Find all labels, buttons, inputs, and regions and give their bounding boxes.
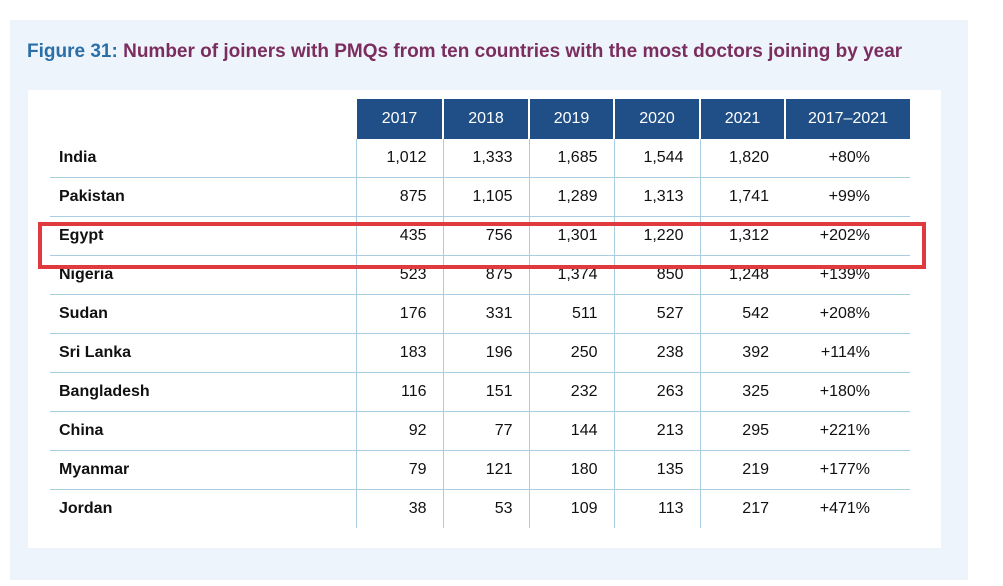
country-cell: Myanmar bbox=[50, 450, 356, 490]
value-cell-2019: 511 bbox=[528, 294, 614, 334]
value-cell-2017: 116 bbox=[355, 372, 443, 412]
header-2019: 2019 bbox=[528, 99, 614, 139]
value-cell-2017: 523 bbox=[355, 255, 443, 295]
header-2021: 2021 bbox=[699, 99, 785, 139]
value-cell-2021: 542 bbox=[699, 294, 785, 334]
value-cell-2020: 1,313 bbox=[613, 177, 700, 217]
figure-title: Figure 31: Number of joiners with PMQs f… bbox=[27, 41, 902, 63]
value-cell-2019: 144 bbox=[528, 411, 614, 451]
value-cell-2018: 77 bbox=[442, 411, 529, 451]
table-row: Bangladesh 116 151 232 263 325 +180% bbox=[50, 372, 910, 412]
value-cell-2021: 219 bbox=[699, 450, 785, 490]
value-cell-2019: 109 bbox=[528, 489, 614, 528]
change-cell: +139% bbox=[785, 255, 910, 295]
value-cell-2020: 238 bbox=[613, 333, 700, 373]
table-row: Myanmar 79 121 180 135 219 +177% bbox=[50, 450, 910, 490]
change-cell: +177% bbox=[785, 450, 910, 490]
figure-title-text: Number of joiners with PMQs from ten cou… bbox=[123, 41, 903, 62]
value-cell-2021: 1,820 bbox=[699, 139, 785, 178]
value-cell-2017: 875 bbox=[355, 177, 443, 217]
joiners-table: 2017 2018 2019 2020 2021 2017–2021 India… bbox=[50, 99, 910, 528]
value-cell-2021: 325 bbox=[699, 372, 785, 412]
value-cell-2018: 331 bbox=[442, 294, 529, 334]
table-row: Sri Lanka 183 196 250 238 392 +114% bbox=[50, 333, 910, 373]
value-cell-2020: 213 bbox=[613, 411, 700, 451]
value-cell-2020: 1,544 bbox=[613, 139, 700, 178]
value-cell-2017: 435 bbox=[355, 216, 443, 256]
change-cell: +471% bbox=[819, 500, 870, 517]
value-cell-2019: 250 bbox=[528, 333, 614, 373]
table-row: India 1,012 1,333 1,685 1,544 1,820 +80% bbox=[50, 139, 910, 178]
header-2018: 2018 bbox=[442, 99, 529, 139]
table-row: Pakistan 875 1,105 1,289 1,313 1,741 +99% bbox=[50, 177, 910, 217]
table-row: Jordan 38 53 109 113 217 +471% bbox=[50, 489, 910, 528]
header-2020: 2020 bbox=[613, 99, 700, 139]
value-cell-2020: 850 bbox=[613, 255, 700, 295]
value-cell-2019: 180 bbox=[528, 450, 614, 490]
country-cell: Sri Lanka bbox=[50, 333, 356, 373]
value-cell-2018: 756 bbox=[442, 216, 529, 256]
value-cell-2019: 1,685 bbox=[528, 139, 614, 178]
table-body: India 1,012 1,333 1,685 1,544 1,820 +80% Pakist… bbox=[50, 139, 910, 528]
value-cell-2017: 79 bbox=[355, 450, 443, 490]
change-cell: +208% bbox=[785, 294, 910, 334]
value-cell-2018: 53 bbox=[442, 489, 529, 528]
value-cell-2021: 392 bbox=[699, 333, 785, 373]
value-cell-2020: 113 bbox=[613, 489, 700, 528]
value-cell-2018: 196 bbox=[442, 333, 529, 373]
change-cell: +221% bbox=[785, 411, 910, 451]
figure-label: Figure 31: bbox=[27, 41, 118, 62]
change-cell: +99% bbox=[785, 177, 910, 217]
value-cell-2020: 527 bbox=[613, 294, 700, 334]
country-cell: Pakistan bbox=[50, 177, 356, 217]
value-cell-2021: 295 bbox=[699, 411, 785, 451]
value-cell-2021: 1,741 bbox=[699, 177, 785, 217]
change-cell: +202% bbox=[785, 216, 910, 256]
header-change: 2017–2021 bbox=[784, 99, 910, 139]
value-cell-2018: 1,105 bbox=[442, 177, 529, 217]
country-cell: Egypt bbox=[50, 216, 356, 256]
country-cell: Bangladesh bbox=[50, 372, 356, 412]
value-cell-2017: 92 bbox=[355, 411, 443, 451]
country-cell: Sudan bbox=[50, 294, 356, 334]
value-cell-2019: 1,289 bbox=[528, 177, 614, 217]
value-cell-2021: 1,248 bbox=[699, 255, 785, 295]
table-row: Sudan 176 331 511 527 542 +208% bbox=[50, 294, 910, 334]
value-cell-2018: 121 bbox=[442, 450, 529, 490]
value-cell-2021: 1,312 bbox=[699, 216, 785, 256]
value-cell-2019: 1,374 bbox=[528, 255, 614, 295]
value-cell-2018: 1,333 bbox=[442, 139, 529, 178]
value-cell-2020: 263 bbox=[613, 372, 700, 412]
header-row: 2017 2018 2019 2020 2021 2017–2021 bbox=[50, 99, 910, 139]
value-cell-2019: 1,301 bbox=[528, 216, 614, 256]
value-cell-2017: 176 bbox=[355, 294, 443, 334]
country-cell: Jordan bbox=[59, 500, 113, 517]
country-cell: India bbox=[50, 139, 356, 178]
header-blank bbox=[50, 99, 356, 139]
change-cell: +180% bbox=[785, 372, 910, 412]
value-cell-2018: 151 bbox=[442, 372, 529, 412]
change-cell: +80% bbox=[785, 139, 910, 178]
value-cell-2018: 875 bbox=[442, 255, 529, 295]
value-cell-2017: 183 bbox=[355, 333, 443, 373]
value-cell-2021: 217 bbox=[699, 489, 785, 528]
value-cell-2017: 38 bbox=[355, 489, 443, 528]
country-cell: Nigeria bbox=[50, 255, 356, 295]
table-row: Egypt 435 756 1,301 1,220 1,312 +202% bbox=[50, 216, 910, 256]
value-cell-2019: 232 bbox=[528, 372, 614, 412]
header-2017: 2017 bbox=[355, 99, 443, 139]
table-row: China 92 77 144 213 295 +221% bbox=[50, 411, 910, 451]
table-row: Nigeria 523 875 1,374 850 1,248 +139% bbox=[50, 255, 910, 295]
value-cell-2020: 135 bbox=[613, 450, 700, 490]
value-cell-2017: 1,012 bbox=[355, 139, 443, 178]
change-cell: +114% bbox=[785, 333, 910, 373]
country-cell: China bbox=[50, 411, 356, 451]
value-cell-2020: 1,220 bbox=[613, 216, 700, 256]
